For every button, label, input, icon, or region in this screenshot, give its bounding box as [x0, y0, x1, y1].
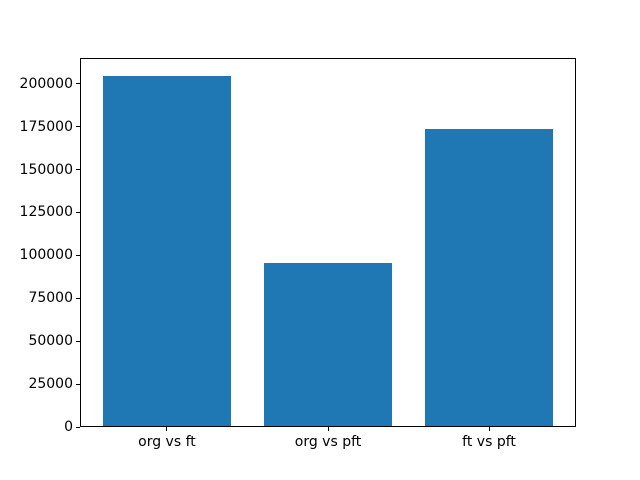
y-tick-label: 125000: [19, 204, 73, 221]
bar-ft-vs-pft: [424, 129, 554, 427]
y-tick-mark: [76, 340, 80, 342]
y-tick-label: 175000: [19, 118, 73, 135]
bar-org-vs-ft: [102, 75, 232, 427]
y-tick-mark: [76, 169, 80, 171]
y-tick-mark: [76, 254, 80, 256]
x-tick-mark: [488, 427, 490, 431]
plot-area: [80, 58, 576, 427]
y-tick-mark: [76, 211, 80, 213]
bar-org-vs-pft: [263, 263, 393, 427]
y-tick-mark: [76, 83, 80, 85]
x-tick-label: org vs pft: [294, 434, 362, 450]
x-tick-label: ft vs pft: [462, 434, 516, 450]
y-tick-label: 50000: [28, 333, 73, 350]
y-tick-label: 75000: [28, 290, 73, 307]
y-tick-mark: [76, 297, 80, 299]
x-tick-mark: [166, 427, 168, 431]
y-tick-mark: [76, 426, 80, 428]
y-tick-label: 150000: [19, 161, 73, 178]
y-tick-label: 0: [64, 418, 73, 435]
x-tick-label: org vs ft: [138, 434, 196, 450]
x-tick-mark: [327, 427, 329, 431]
y-tick-label: 200000: [19, 75, 73, 92]
y-tick-label: 100000: [19, 247, 73, 264]
y-tick-mark: [76, 126, 80, 128]
y-tick-label: 25000: [28, 376, 73, 393]
y-tick-mark: [76, 383, 80, 385]
